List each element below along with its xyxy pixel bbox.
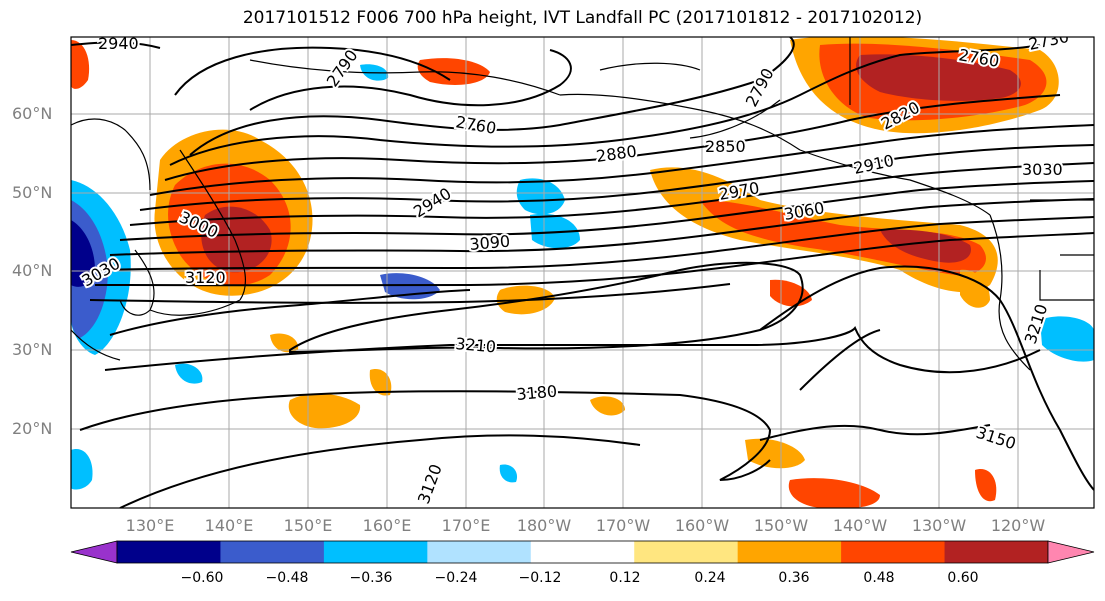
lat-label: 30°N bbox=[12, 340, 53, 359]
lon-label: 170°W bbox=[595, 516, 651, 535]
colorbar-tick-label: −0.24 bbox=[434, 570, 478, 586]
colorbar-tick-label: −0.60 bbox=[180, 570, 224, 586]
map-title: 2017101512 F006 700 hPa height, IVT Land… bbox=[242, 8, 923, 28]
lon-label: 130°W bbox=[911, 516, 967, 535]
colorbar-extend-high bbox=[1047, 540, 1095, 564]
colorbar-tick-label: 0.48 bbox=[863, 570, 895, 586]
map-frame bbox=[70, 36, 1095, 509]
contour-label: 3120 bbox=[185, 268, 226, 287]
lat-label: 20°N bbox=[12, 419, 53, 438]
lon-label: 150°E bbox=[283, 516, 333, 535]
colorbar-tick-label: −0.48 bbox=[265, 570, 309, 586]
lon-label: 170°E bbox=[441, 516, 491, 535]
colorbar-cell bbox=[841, 541, 946, 563]
lon-label: 180°W bbox=[516, 516, 572, 535]
colorbar-cell bbox=[737, 541, 842, 563]
lon-label: 150°W bbox=[753, 516, 809, 535]
contour-label: 2850 bbox=[705, 137, 746, 156]
colorbar-cell bbox=[323, 541, 428, 563]
colorbar-extend-low bbox=[70, 540, 118, 564]
lat-label: 40°N bbox=[12, 261, 53, 280]
height-contours bbox=[71, 37, 1094, 508]
contour-label: 3180 bbox=[516, 382, 558, 404]
contour-label: 3030 bbox=[1022, 160, 1063, 179]
colorbar-cell bbox=[117, 541, 221, 563]
colorbar-cell bbox=[634, 541, 739, 563]
colorbar-tick-label: −0.12 bbox=[518, 570, 562, 586]
colorbar-tick-label: −0.36 bbox=[349, 570, 393, 586]
lat-label: 60°N bbox=[12, 104, 53, 123]
map-frame-content: 2940 2790 2760 2730 2760 2790 2820 2850 … bbox=[71, 34, 1094, 508]
lon-label: 160°E bbox=[362, 516, 412, 535]
colorbar-tick-label: 0.12 bbox=[609, 570, 641, 586]
contour-label: 2940 bbox=[98, 34, 139, 53]
colorbar-cell bbox=[220, 541, 325, 563]
lon-label: 140°W bbox=[832, 516, 888, 535]
contour-label: 3090 bbox=[469, 232, 511, 254]
lon-label: 120°W bbox=[990, 516, 1046, 535]
lat-label: 50°N bbox=[12, 183, 53, 202]
lon-label: 160°W bbox=[674, 516, 730, 535]
lon-label: 130°E bbox=[125, 516, 175, 535]
contour-label: 3210 bbox=[455, 334, 497, 356]
colorbar-tick-label: 0.60 bbox=[947, 570, 979, 586]
colorbar-tick-label: 0.24 bbox=[694, 570, 726, 586]
colorbar-cell bbox=[944, 541, 1049, 563]
colorbar-cell bbox=[427, 541, 532, 563]
colorbar-cell bbox=[530, 541, 635, 563]
lon-label: 140°E bbox=[204, 516, 254, 535]
colorbar-tick-label: 0.36 bbox=[778, 570, 810, 586]
colorbar bbox=[70, 540, 1095, 564]
ivt-negative-shading bbox=[71, 64, 1094, 490]
colorbar-cells bbox=[116, 540, 1049, 564]
